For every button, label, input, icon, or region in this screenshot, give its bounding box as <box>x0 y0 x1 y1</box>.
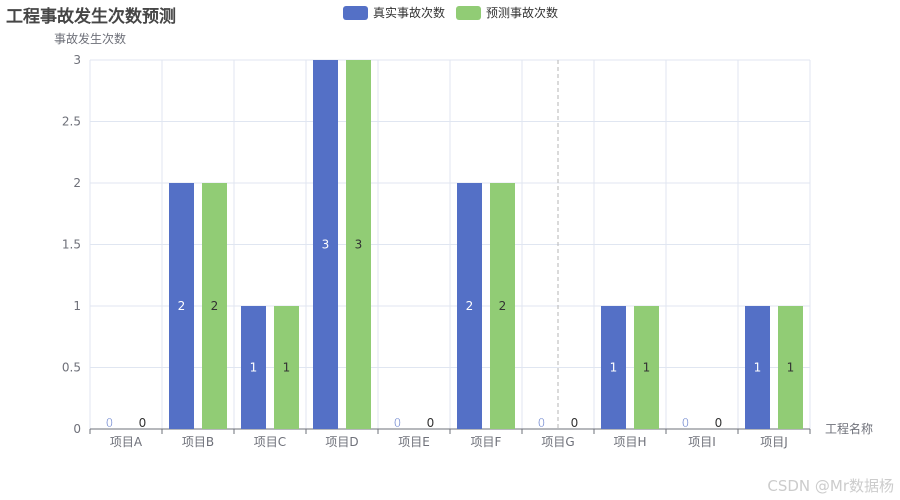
x-axis-title: 工程名称 <box>825 421 873 436</box>
y-axis-title: 事故发生次数 <box>54 31 126 46</box>
x-tick-label: 项目H <box>613 435 646 449</box>
bar-data-label: 3 <box>322 238 330 252</box>
bar-data-label: 1 <box>250 361 258 375</box>
watermark: CSDN @Mr数据杨 <box>767 477 894 495</box>
bar-data-label: 0 <box>538 416 546 430</box>
y-tick-label: 0.5 <box>62 361 81 375</box>
bar-data-label: 0 <box>682 416 690 430</box>
legend-label-predicted: 预测事故次数 <box>486 6 559 20</box>
bar <box>313 60 338 429</box>
x-tick-label: 项目I <box>688 435 716 449</box>
bar-data-label: 0 <box>106 416 114 430</box>
bar-data-label: 0 <box>571 416 579 430</box>
x-tick-label: 项目A <box>110 435 143 449</box>
y-tick-label: 2 <box>73 176 81 190</box>
bar <box>778 306 803 429</box>
bar-data-label: 1 <box>283 361 291 375</box>
chart-title: 工程事故发生次数预测 <box>6 7 176 27</box>
x-tick-label: 项目B <box>182 435 214 449</box>
x-tick-label: 项目C <box>254 435 286 449</box>
legend: 真实事故次数 预测事故次数 <box>343 4 558 21</box>
bar-data-label: 2 <box>499 299 507 313</box>
x-tick-label: 项目G <box>541 435 574 449</box>
bar-data-label: 0 <box>394 416 402 430</box>
x-tick-label: 项目D <box>325 435 358 449</box>
x-tick-label: 项目F <box>471 435 502 449</box>
bar <box>346 60 371 429</box>
bar-data-label: 1 <box>643 361 651 375</box>
y-tick-label: 1.5 <box>62 238 81 252</box>
y-tick-label: 1 <box>73 299 81 313</box>
legend-label-real: 真实事故次数 <box>373 6 446 20</box>
bar-data-label: 1 <box>787 361 795 375</box>
legend-item-real[interactable]: 真实事故次数 <box>343 4 445 21</box>
bar <box>202 183 227 429</box>
bar-data-label: 1 <box>754 361 762 375</box>
bar <box>490 183 515 429</box>
bar <box>241 306 266 429</box>
bar-data-label: 0 <box>139 416 147 430</box>
bar <box>601 306 626 429</box>
bar <box>457 183 482 429</box>
bar <box>169 183 194 429</box>
y-tick-label: 3 <box>73 53 81 67</box>
bar-data-label: 2 <box>466 299 474 313</box>
y-tick-label: 2.5 <box>62 115 81 129</box>
bar-data-label: 0 <box>427 416 435 430</box>
bar <box>745 306 770 429</box>
bar-data-label: 0 <box>715 416 723 430</box>
y-tick-label: 0 <box>73 422 81 436</box>
legend-swatch-real <box>343 5 368 20</box>
bar-data-label: 2 <box>211 299 219 313</box>
bar-data-label: 3 <box>355 238 363 252</box>
bar <box>634 306 659 429</box>
x-tick-label: 项目J <box>760 435 788 449</box>
legend-item-predicted[interactable]: 预测事故次数 <box>456 4 558 21</box>
bar <box>274 306 299 429</box>
bar-data-label: 1 <box>610 361 618 375</box>
legend-swatch-predicted <box>456 5 482 20</box>
x-tick-label: 项目E <box>398 435 430 449</box>
bar-data-label: 2 <box>178 299 186 313</box>
